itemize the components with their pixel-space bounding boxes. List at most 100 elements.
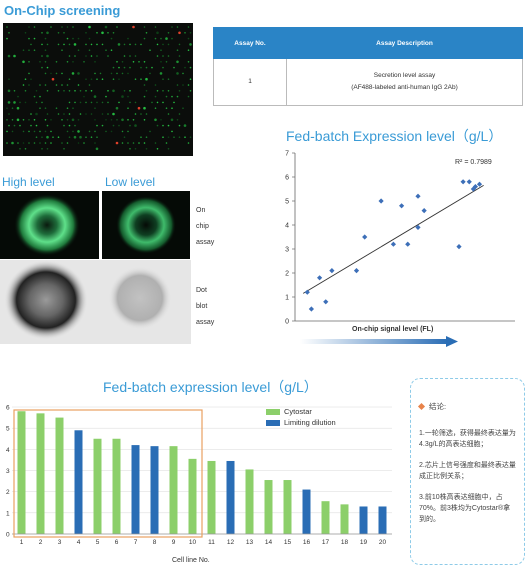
microwell-dot xyxy=(129,43,131,46)
microwell-dot xyxy=(145,113,148,115)
microwell-dot xyxy=(171,26,173,28)
microwell-dot xyxy=(162,101,164,104)
microwell-dot xyxy=(162,90,164,92)
microwell-dot xyxy=(33,26,36,28)
microwell-dot xyxy=(129,124,131,127)
microwell-dot xyxy=(11,119,14,121)
conclusion-item-1: 1.一轮筛选，获得最终表达量为4.3g/L的高表达细胞； xyxy=(419,430,516,448)
microwell-dot xyxy=(33,142,36,144)
scatter-point xyxy=(362,234,368,240)
microwell-dot xyxy=(173,136,175,138)
bar-18 xyxy=(340,504,349,534)
microwell-dot xyxy=(110,37,113,40)
microwell-dot xyxy=(145,136,148,138)
microwell-dot xyxy=(33,130,36,133)
microwell-dot xyxy=(156,31,159,35)
microwell-dot xyxy=(154,95,157,98)
bar-y-tick-label: 3 xyxy=(6,468,10,475)
microwell-dot xyxy=(140,113,142,115)
microwell-dot xyxy=(101,113,104,115)
microwell-dot xyxy=(176,95,179,98)
microwell-dot xyxy=(110,119,113,121)
microwell-dot xyxy=(154,107,157,109)
microwell-dot xyxy=(57,43,60,46)
scatter-trendline xyxy=(302,185,484,294)
microwell-dot xyxy=(189,136,192,138)
bar-y-tick-label: 0 xyxy=(6,532,10,539)
microwell-dot xyxy=(167,136,170,138)
microwell-dot xyxy=(183,124,187,127)
microwell-dot xyxy=(88,130,91,133)
microwell-dot xyxy=(63,43,65,46)
microwell-dot xyxy=(189,43,192,46)
microwell-dot xyxy=(187,84,190,86)
microwell-dot xyxy=(88,37,91,40)
microwell-dot xyxy=(13,124,16,127)
microwell-dot xyxy=(121,61,124,63)
microwell-dot xyxy=(176,119,179,121)
microwell-dot xyxy=(44,61,47,63)
microwell-dot xyxy=(88,84,91,86)
microwell-dot xyxy=(41,66,43,69)
dot-blot-assay-label: Dot blot assay xyxy=(196,283,214,331)
microwell-dot xyxy=(156,124,159,127)
microwell-dot xyxy=(162,124,164,127)
microwell-dot xyxy=(85,43,87,46)
microwell-dot xyxy=(129,90,131,92)
microwell-dot xyxy=(134,78,137,80)
microwell-dot xyxy=(83,61,85,63)
microwell-dot xyxy=(154,84,157,86)
microwell-dot xyxy=(41,43,43,46)
on-chip-image xyxy=(3,23,193,156)
microwell-dot xyxy=(112,112,115,116)
microwell-dot xyxy=(44,142,47,144)
microwell-dot xyxy=(143,119,146,121)
microwell-dot xyxy=(178,31,181,35)
bar-x-tick-label: 11 xyxy=(208,539,215,546)
diamond-icon xyxy=(417,402,426,411)
microwell-dot xyxy=(127,130,129,133)
legend-item-limiting-dilution: Limiting dilution xyxy=(266,418,336,427)
bar-x-tick-label: 14 xyxy=(265,539,273,546)
microwell-dot xyxy=(96,32,98,34)
microwell-dot xyxy=(149,49,151,51)
bar-y-tick-label: 6 xyxy=(6,405,10,412)
bar-17 xyxy=(321,501,330,534)
microwell-dot xyxy=(132,142,135,144)
microwell-dot xyxy=(41,136,43,138)
microwell-dot xyxy=(39,130,41,133)
microwell-dot xyxy=(121,142,124,144)
microwell-dot xyxy=(44,37,47,40)
microwell-dot xyxy=(28,142,30,144)
on-chip-assay-line-3: assay xyxy=(196,239,215,246)
bar-20 xyxy=(378,506,387,534)
microwell-dot xyxy=(35,112,38,116)
microwell-dot xyxy=(167,78,170,80)
microwell-dot xyxy=(71,72,75,75)
microwell-dot xyxy=(63,124,65,127)
microwell-dot xyxy=(96,55,98,57)
microwell-dot xyxy=(46,148,49,150)
dot-blot-image xyxy=(0,260,191,344)
microwell-dot xyxy=(167,90,170,92)
microwell-dot xyxy=(68,136,71,138)
bar-5 xyxy=(93,438,102,534)
microwell-dot xyxy=(57,113,60,115)
microwell-dot xyxy=(134,148,137,150)
microwell-dot xyxy=(77,49,80,51)
microwell-dot xyxy=(85,32,87,34)
microwell-dot xyxy=(127,37,129,40)
assay-no-cell: 1 xyxy=(213,58,287,106)
legend-item-cytostar: Cytostar xyxy=(266,407,336,416)
bar-4 xyxy=(74,430,83,534)
microwell-dot xyxy=(16,118,20,122)
bar-x-tick-label: 15 xyxy=(284,539,292,546)
microwell-dot xyxy=(138,61,140,63)
microwell-dot xyxy=(138,142,140,144)
microwell-dot xyxy=(189,32,192,34)
microwell-dot xyxy=(189,66,192,69)
microwell-dot xyxy=(7,89,11,93)
microwell-dot xyxy=(85,113,87,115)
microwell-dot xyxy=(134,43,137,46)
scatter-point xyxy=(476,181,483,187)
